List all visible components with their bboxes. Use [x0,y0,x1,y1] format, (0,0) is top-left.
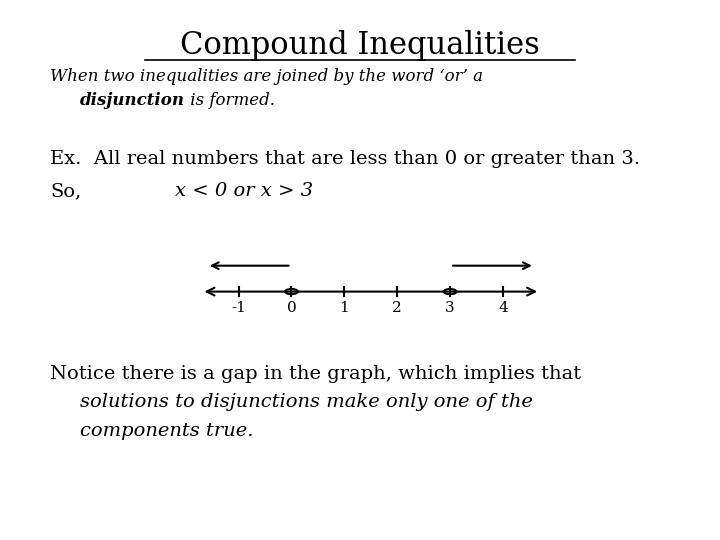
Text: So,: So, [50,182,81,200]
Text: is formed.: is formed. [185,92,275,109]
Text: components true.: components true. [80,422,253,440]
Text: 2: 2 [392,301,402,315]
Text: Ex.  All real numbers that are less than 0 or greater than 3.: Ex. All real numbers that are less than … [50,150,640,168]
Text: disjunction: disjunction [80,92,185,109]
Text: Compound Inequalities: Compound Inequalities [180,30,540,61]
Text: solutions to disjunctions make only one of the: solutions to disjunctions make only one … [80,393,533,411]
Text: 1: 1 [340,301,349,315]
Text: x < 0 or x > 3: x < 0 or x > 3 [175,182,313,200]
Text: -1: -1 [231,301,246,315]
Text: 0: 0 [287,301,297,315]
Text: When two inequalities are joined by the word ‘or’ a: When two inequalities are joined by the … [50,68,483,85]
Text: Notice there is a gap in the graph, which implies that: Notice there is a gap in the graph, whic… [50,365,581,383]
Text: 4: 4 [498,301,508,315]
Text: 3: 3 [445,301,455,315]
